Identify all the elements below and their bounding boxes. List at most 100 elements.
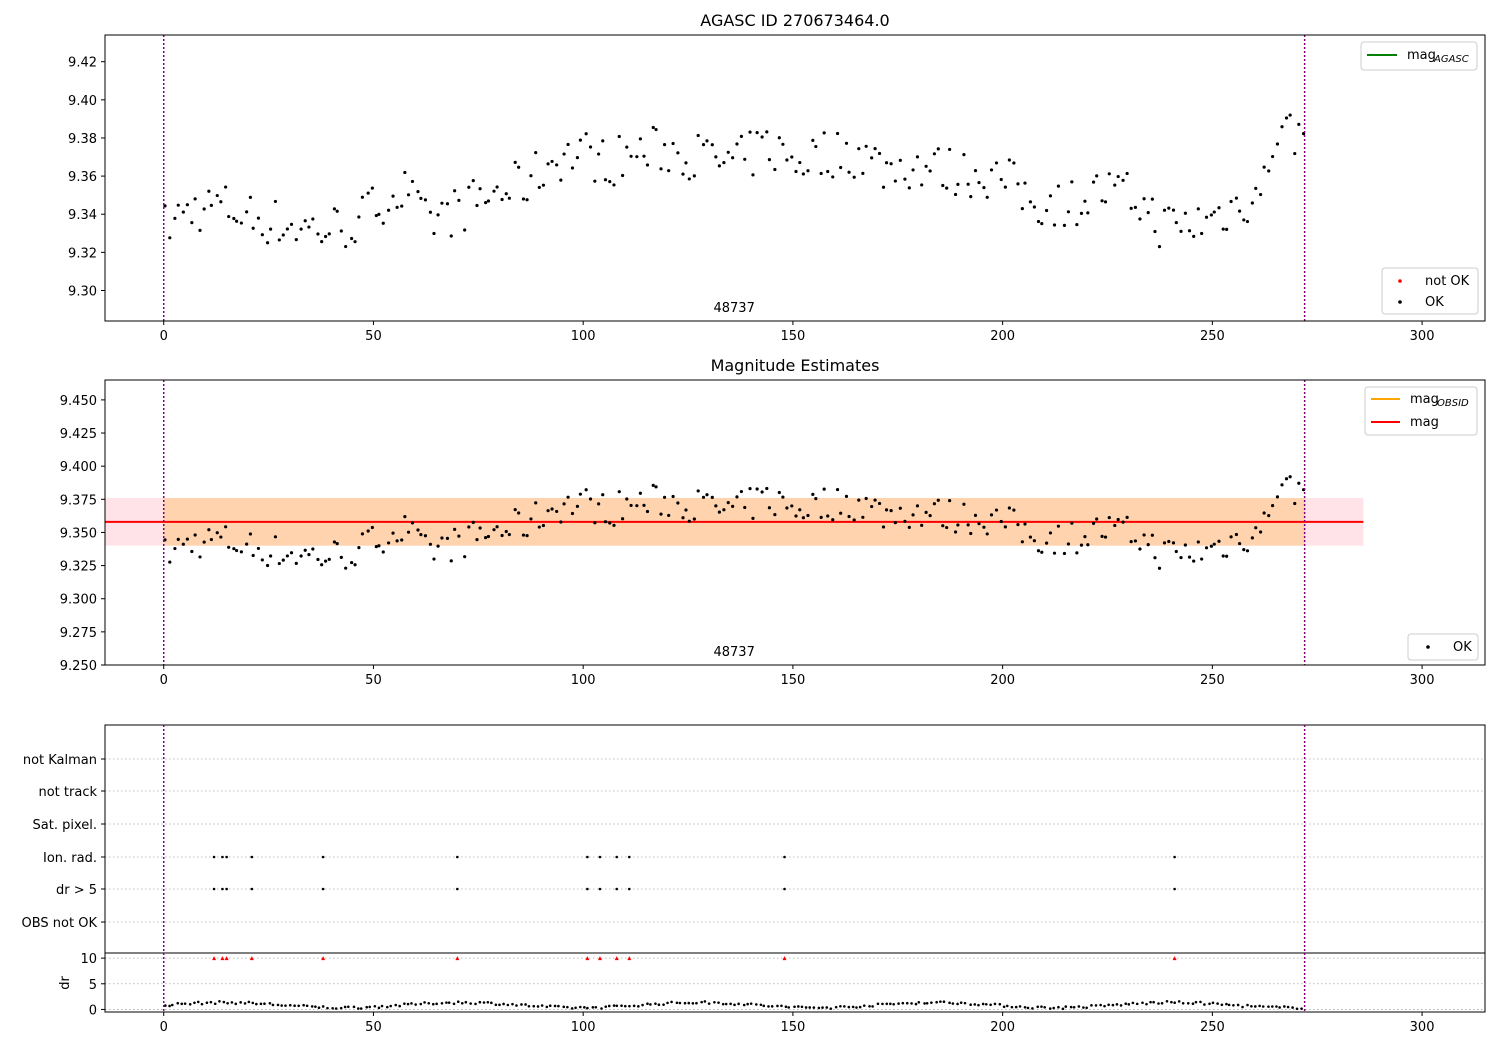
ok-point <box>403 170 407 175</box>
ok-point <box>550 159 554 164</box>
ok-point <box>269 227 273 231</box>
ok-point <box>453 189 457 193</box>
ok-point <box>471 520 475 524</box>
dr-point <box>1186 1001 1190 1005</box>
dr-point <box>1258 1004 1261 1008</box>
dr-clipped-marker <box>212 956 217 961</box>
ok-point <box>629 503 633 508</box>
flag-point <box>615 855 619 859</box>
dr-point <box>1216 1002 1219 1005</box>
ok-point <box>588 497 593 501</box>
ok-point <box>1138 547 1142 551</box>
dr-point <box>406 1002 410 1006</box>
ok-point <box>1275 142 1280 146</box>
ok-point <box>248 195 253 199</box>
dr-point <box>737 1002 740 1006</box>
ok-point <box>374 213 378 218</box>
ok-point <box>924 164 928 168</box>
ok-point <box>801 516 805 520</box>
ok-point <box>185 537 189 541</box>
obsid-annotation: 48737 <box>713 645 754 660</box>
ok-point <box>1153 229 1157 234</box>
ok-point <box>449 234 453 238</box>
ok-point <box>811 492 815 496</box>
ok-point <box>277 561 281 566</box>
dr-point <box>1010 1005 1014 1009</box>
flag-point <box>1173 855 1176 859</box>
ok-point <box>1229 199 1233 204</box>
ok-point <box>873 498 877 502</box>
ok-point <box>1275 495 1280 499</box>
x-tick-label: 200 <box>990 329 1015 344</box>
dr-point <box>1026 1006 1030 1010</box>
legend-label: not OK <box>1425 274 1470 289</box>
dr-point <box>917 1001 921 1004</box>
ok-point <box>798 160 802 165</box>
ok-point <box>941 524 945 528</box>
ok-point <box>215 193 219 198</box>
ok-point <box>353 563 357 567</box>
ok-point <box>710 143 714 147</box>
ok-point <box>645 509 650 514</box>
dr-point <box>670 1000 673 1004</box>
dr-point <box>948 1001 951 1005</box>
dr-point <box>1291 1006 1294 1009</box>
dr-point <box>776 1004 779 1008</box>
dr-point <box>901 1001 905 1005</box>
dr-point <box>993 1002 997 1006</box>
dr-point <box>800 1005 804 1009</box>
dr-point <box>675 1001 679 1005</box>
ok-point <box>232 547 236 551</box>
ok-point <box>1280 483 1284 487</box>
ok-point <box>999 519 1003 524</box>
dr-point <box>754 1003 758 1006</box>
ok-point <box>1107 172 1111 176</box>
ok-point <box>857 147 861 151</box>
ok-point <box>1044 208 1049 213</box>
flag-point <box>586 855 589 859</box>
y-tick-label: 9.325 <box>60 560 97 575</box>
legend-label: mag <box>1410 415 1439 430</box>
dr-point <box>398 1004 401 1008</box>
dr-point <box>339 1006 343 1010</box>
y-tick-label: 9.42 <box>68 56 97 71</box>
legend-label-sub: OBSID <box>1437 398 1469 409</box>
dr-point <box>817 1006 821 1010</box>
ok-point <box>620 517 625 521</box>
dr-point <box>956 1002 959 1006</box>
ok-point <box>831 518 835 522</box>
legend-label: OK <box>1425 295 1444 310</box>
ok-point <box>969 195 973 199</box>
dr-point <box>456 1000 460 1003</box>
ok-point <box>722 160 726 165</box>
dr-point <box>419 1002 423 1006</box>
dr-point <box>469 1002 472 1005</box>
ok-point <box>994 161 999 165</box>
ok-point <box>423 534 428 538</box>
dr-point <box>717 1001 720 1004</box>
ok-point <box>190 549 194 554</box>
ok-point <box>386 541 391 545</box>
dr-point <box>691 1002 695 1005</box>
dr-point <box>1271 1005 1274 1008</box>
dr-point <box>352 1005 356 1009</box>
flag-point <box>321 887 325 891</box>
dr-point <box>700 1000 703 1004</box>
ok-point <box>251 553 255 558</box>
y-tick-label: 9.425 <box>60 427 97 442</box>
dr-point <box>566 1005 569 1009</box>
ok-point <box>294 561 298 565</box>
ok-point <box>735 495 739 499</box>
ok-point <box>1162 208 1167 212</box>
ok-point <box>1192 559 1196 563</box>
ok-point <box>877 501 882 506</box>
ok-point <box>826 169 830 174</box>
ok-point <box>597 152 601 156</box>
ok-point <box>642 503 646 507</box>
dr-point <box>356 1007 360 1010</box>
dr-point <box>1103 1004 1106 1008</box>
dr-clipped-marker <box>224 956 229 961</box>
x-tick-label: 250 <box>1200 1020 1225 1035</box>
ok-point <box>696 133 700 138</box>
dr-point <box>445 1001 448 1004</box>
